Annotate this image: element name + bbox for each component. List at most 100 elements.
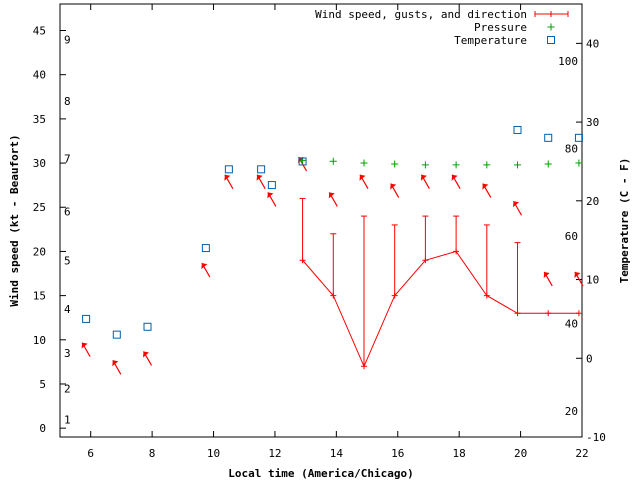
beaufort-label: 4 (64, 303, 71, 316)
wind-direction-arrow (328, 192, 338, 207)
plot-frame (59, 3, 583, 438)
y-left-tick-label: 40 (33, 69, 46, 82)
wind-direction-arrow (482, 183, 492, 198)
wind-direction-arrow (543, 271, 553, 287)
wind-direction-arrow (81, 342, 91, 357)
y-left-tick-label: 35 (33, 113, 46, 126)
beaufort-label: 3 (64, 347, 71, 360)
wind-direction-arrow (359, 174, 369, 190)
arrow-head (482, 183, 489, 190)
arrow-head (143, 351, 150, 358)
fahrenheit-label: 40 (565, 317, 578, 330)
fahrenheit-label: 60 (565, 230, 578, 243)
wind-speed-point (545, 310, 552, 317)
y-right-tick-label: -10 (586, 431, 606, 444)
wind-direction-arrow (201, 262, 211, 278)
beaufort-label: 6 (64, 206, 71, 219)
y-left-tick-label: 30 (33, 157, 46, 170)
wind-direction-arrow (451, 174, 461, 190)
y-right-tick-label: 30 (586, 116, 599, 129)
wind-direction-arrow (224, 174, 234, 190)
wind-direction-arrow (256, 174, 266, 190)
arrow-head (574, 271, 581, 278)
wind-direction-arrow (142, 351, 153, 366)
arrow-head (390, 183, 397, 190)
arrow-head (224, 174, 231, 181)
arrow-head (201, 263, 208, 270)
y-left-tick-label: 5 (39, 378, 46, 391)
wind-direction-arrow (574, 271, 584, 287)
x-tick-label: 18 (453, 447, 466, 460)
temperature-point (513, 125, 522, 134)
y-right-axis-title: Temperature (C - F) (618, 158, 631, 284)
beaufort-label: 1 (64, 413, 71, 426)
wind-speed-point (360, 363, 367, 370)
beaufort-label: 5 (64, 254, 71, 267)
x-tick-label: 6 (87, 447, 94, 460)
beaufort-label: 2 (64, 382, 71, 395)
pressure-point (421, 161, 429, 169)
x-tick-label: 16 (391, 447, 404, 460)
wind-direction-arrow (390, 183, 400, 198)
x-tick-label: 8 (149, 447, 156, 460)
legend-label-temperature: Temperature (454, 34, 527, 47)
arrow-head (513, 201, 520, 208)
legend-swatch-temperature (547, 36, 555, 44)
y-right-tick-label: 10 (586, 274, 599, 287)
y-left-tick-label: 20 (33, 245, 46, 258)
legend-label-pressure: Pressure (474, 21, 527, 34)
x-tick-label: 10 (207, 447, 220, 460)
legend-swatch-pressure (547, 23, 555, 31)
y-left-tick-label: 45 (33, 25, 46, 38)
arrow-head (359, 174, 366, 181)
y-left-tick-label: 0 (39, 422, 46, 435)
pressure-point (514, 161, 522, 169)
arrow-head (112, 360, 119, 367)
x-tick-label: 20 (514, 447, 527, 460)
legend-label-wind: Wind speed, gusts, and direction (315, 8, 527, 21)
fahrenheit-label: 80 (565, 142, 578, 155)
x-axis-title: Local time (America/Chicago) (228, 467, 413, 480)
arrow-head (81, 342, 88, 349)
y-right-tick-label: 0 (586, 352, 593, 365)
wind-speed-point (330, 292, 337, 299)
fahrenheit-label: 20 (565, 405, 578, 418)
wind-speed-point (391, 292, 398, 299)
temperature-point (257, 165, 266, 174)
arrow-head (420, 174, 427, 181)
fahrenheit-label: 100 (558, 55, 578, 68)
wind-speed-point (575, 310, 582, 317)
wind-speed-point (483, 292, 490, 299)
temperature-point (544, 133, 553, 142)
pressure-point (544, 160, 552, 168)
wind-speed-point (514, 310, 521, 317)
wind-speed-point (453, 248, 460, 255)
wind-speed-line (302, 250, 579, 368)
y-left-tick-label: 15 (33, 290, 46, 303)
pressure-point (575, 159, 583, 167)
arrow-head (451, 174, 458, 181)
y-right-tick-label: 20 (586, 195, 599, 208)
wind-direction-arrow (267, 192, 277, 207)
beaufort-label: 8 (64, 95, 71, 108)
y-left-tick-label: 25 (33, 201, 46, 214)
temperature-point (224, 165, 233, 174)
temperature-point (267, 181, 276, 190)
x-tick-label: 12 (268, 447, 281, 460)
wind-speed-point (422, 257, 429, 264)
pressure-point (329, 157, 337, 165)
temperature-point (82, 314, 91, 323)
arrow-head (256, 174, 263, 181)
y-right-tick-label: 40 (586, 37, 599, 50)
temperature-point (298, 157, 307, 166)
wind-direction-arrow (112, 360, 122, 375)
temperature-point (143, 322, 152, 331)
pressure-point (360, 159, 368, 167)
y-left-axis-title: Wind speed (kt - Beaufort) (8, 134, 21, 306)
pressure-point (452, 161, 460, 169)
pressure-point (391, 160, 399, 168)
beaufort-label: 9 (64, 33, 71, 46)
y-left-tick-label: 10 (33, 334, 46, 347)
